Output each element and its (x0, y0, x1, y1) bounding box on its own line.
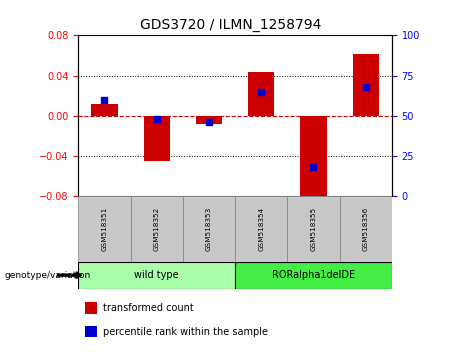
Point (310, 165, 317, 170)
Point (153, 116, 160, 122)
Point (362, 84, 369, 90)
Bar (144, 116, 170, 161)
Point (101, 97, 108, 103)
Bar (196, 116, 222, 124)
Bar (301, 116, 326, 201)
Text: GSM518351: GSM518351 (101, 207, 107, 251)
Bar (340, 196, 392, 262)
Text: GDS3720 / ILMN_1258794: GDS3720 / ILMN_1258794 (140, 18, 321, 32)
Bar (85, 302, 97, 314)
Bar (91, 104, 118, 116)
Text: GSM518354: GSM518354 (258, 207, 264, 251)
Text: GSM518352: GSM518352 (154, 207, 160, 251)
Text: transformed count: transformed count (103, 303, 194, 313)
Bar (353, 53, 379, 116)
Text: RORalpha1delDE: RORalpha1delDE (272, 270, 355, 280)
Point (258, 89, 265, 95)
Point (205, 120, 213, 125)
Text: genotype/variation: genotype/variation (5, 271, 91, 280)
Text: GSM518356: GSM518356 (363, 207, 369, 251)
Bar (235, 262, 392, 289)
Bar (235, 196, 287, 262)
Bar (78, 196, 130, 262)
Bar (183, 196, 235, 262)
Bar (248, 72, 274, 116)
Bar (78, 262, 235, 289)
Bar (130, 196, 183, 262)
Bar (85, 326, 97, 337)
Bar (287, 196, 340, 262)
Text: wild type: wild type (135, 270, 179, 280)
Text: GSM518353: GSM518353 (206, 207, 212, 251)
Text: GSM518355: GSM518355 (310, 207, 317, 251)
Text: percentile rank within the sample: percentile rank within the sample (103, 326, 268, 337)
